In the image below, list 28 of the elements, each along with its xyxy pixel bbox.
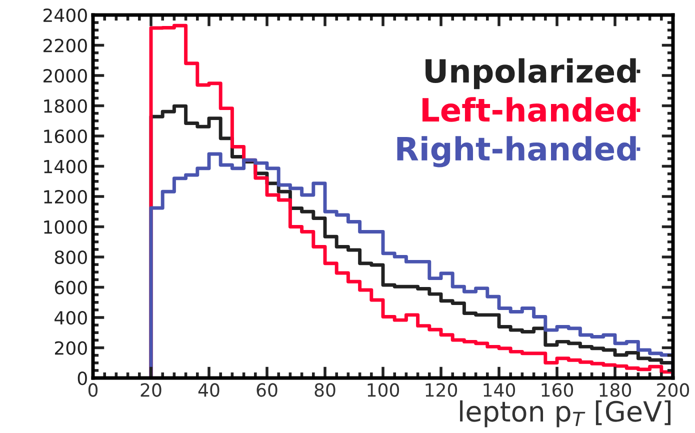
y-tick-label: 2000 (44, 68, 87, 83)
x-tick-label: 60 (256, 383, 278, 397)
legend-label: Unpolarized (426, 58, 636, 90)
y-tick-label: 800 (54, 250, 87, 264)
x-tick-label: 40 (198, 383, 220, 397)
y-tick-label: 2400 (44, 8, 87, 22)
x-tick-label: 20 (140, 383, 162, 397)
y-tick-label: 1800 (44, 99, 87, 113)
x-tick-label: 160 (542, 383, 574, 397)
y-tick-label: 1200 (44, 190, 87, 204)
x-tick-label: 100 (368, 383, 400, 397)
y-tick-label: 1000 (44, 220, 87, 234)
y-tick-label: 600 (54, 280, 87, 294)
x-tick-label: 120 (426, 383, 458, 397)
x-tick-label: 80 (314, 383, 336, 397)
y-tick-label: 2200 (44, 38, 87, 52)
x-axis-title: lepton p$_{T}$ [GeV] (460, 400, 670, 428)
legend-label: Right-handed (397, 136, 636, 168)
y-tick-label: 1400 (44, 160, 87, 174)
y-tick-label: 200 (55, 341, 87, 355)
legend-label: Left-handed (422, 97, 636, 122)
x-tick-label: 200 (657, 383, 690, 397)
y-tick-label: 0 (78, 371, 87, 386)
x-tick-label: 0 (88, 383, 98, 397)
y-tick-label: 400 (54, 310, 87, 325)
x-tick-label: 140 (484, 383, 516, 397)
x-tick-label: 180 (600, 383, 632, 397)
y-tick-label: 1600 (44, 129, 87, 144)
